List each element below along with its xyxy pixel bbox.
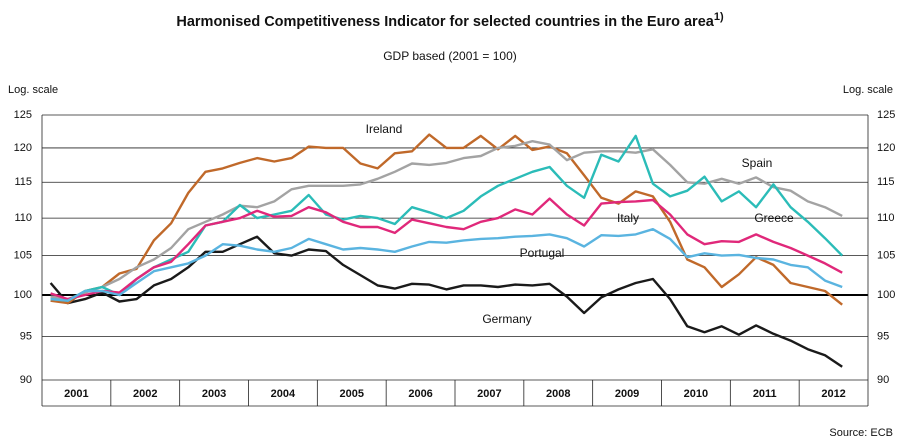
x-tick-label: 2008 bbox=[546, 388, 570, 400]
title-note: 1) bbox=[714, 11, 724, 23]
y-tick-label: 110 bbox=[14, 212, 32, 224]
x-tick-label: 2001 bbox=[64, 388, 88, 400]
y2-tick-label: 100 bbox=[877, 289, 895, 301]
y-tick-label: 90 bbox=[20, 374, 32, 386]
series-label: Portugal bbox=[520, 246, 565, 260]
series-line bbox=[50, 197, 843, 301]
subtitle: GDP based (2001 = 100) bbox=[383, 49, 517, 63]
series-label: Greece bbox=[754, 211, 794, 225]
series-label: Germany bbox=[482, 312, 531, 326]
y-tick-label: 115 bbox=[14, 176, 32, 188]
y-tick-label: 95 bbox=[20, 330, 32, 342]
series-line bbox=[50, 134, 844, 302]
y-tick-label: 105 bbox=[14, 250, 32, 262]
y2-tick-label: 120 bbox=[877, 142, 895, 154]
x-tick-label: 2002 bbox=[133, 388, 157, 400]
x-tick-label: 2011 bbox=[753, 388, 777, 400]
y2-tick-label: 125 bbox=[877, 109, 895, 121]
y2-tick-label: 95 bbox=[877, 330, 889, 342]
x-tick-label: 2012 bbox=[821, 388, 845, 400]
series-label: Spain bbox=[742, 156, 773, 170]
y2-tick-label: 110 bbox=[877, 212, 895, 224]
x-tick-label: 2004 bbox=[271, 388, 296, 400]
series-line bbox=[50, 140, 843, 301]
title-text: Harmonised Competitiveness Indicator for… bbox=[176, 14, 714, 30]
series-line bbox=[50, 133, 843, 306]
chart-title: Harmonised Competitiveness Indicator for… bbox=[176, 11, 724, 30]
series-label: Italy bbox=[617, 211, 639, 225]
y-tick-label: 125 bbox=[14, 109, 32, 121]
source: Source: ECB bbox=[829, 427, 893, 439]
y2-tick-label: 105 bbox=[877, 250, 895, 262]
series-line bbox=[49, 235, 843, 368]
x-tick-label: 2010 bbox=[684, 388, 708, 400]
x-tick-label: 2003 bbox=[202, 388, 226, 400]
x-tick-label: 2005 bbox=[340, 388, 364, 400]
series-line bbox=[50, 228, 843, 302]
x-tick-label: 2007 bbox=[477, 388, 501, 400]
series-label: Ireland bbox=[366, 122, 403, 136]
y-tick-label: 100 bbox=[14, 289, 32, 301]
x-tick-label: 2006 bbox=[408, 388, 432, 400]
y-axis-label: Log. scale bbox=[8, 84, 58, 96]
y-tick-label: 120 bbox=[14, 142, 32, 154]
x-tick-label: 2009 bbox=[615, 388, 639, 400]
y2-tick-label: 90 bbox=[877, 374, 889, 386]
y2-tick-label: 115 bbox=[877, 176, 895, 188]
y2-axis-label: Log. scale bbox=[843, 84, 893, 96]
